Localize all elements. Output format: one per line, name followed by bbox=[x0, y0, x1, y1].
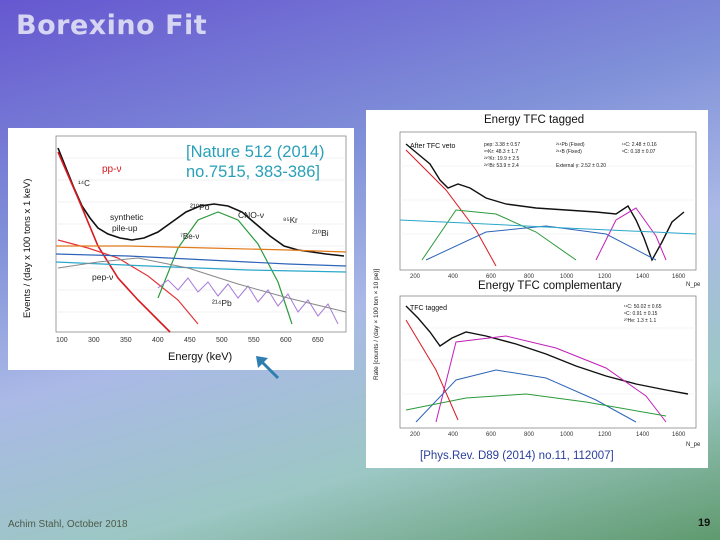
pep-curve bbox=[55, 261, 347, 273]
top-x-unit: N_pe bbox=[686, 282, 701, 288]
legend-entry: ²¹⁰Kr: 19.9 ± 2.5 bbox=[484, 156, 520, 162]
be7-curve bbox=[55, 253, 347, 267]
top-cyan bbox=[399, 219, 697, 235]
legend-entry: External γ: 2.52 ± 0.20 bbox=[556, 163, 606, 169]
top-legend-label: After TFC veto bbox=[410, 143, 455, 150]
label-bi210: ²¹⁰Bi bbox=[312, 228, 329, 238]
x-tick: 400 bbox=[448, 274, 459, 280]
legend-entry: ⁸⁵Kr: 48.3 ± 1.7 bbox=[484, 149, 518, 155]
pb214-curve bbox=[157, 277, 339, 325]
x-tick: 100 bbox=[56, 337, 68, 344]
label-cno: CNO-ν bbox=[238, 210, 264, 220]
top-magenta bbox=[595, 207, 667, 261]
x-tick: 200 bbox=[410, 432, 421, 438]
legend-entry: ²⁰He: 1.3 ± 1.1 bbox=[624, 318, 656, 324]
top-plot-title: Energy TFC tagged bbox=[484, 114, 585, 126]
legend-entry: pep: 3.38 ± 0.57 bbox=[484, 142, 520, 148]
x-tick: 1600 bbox=[672, 432, 686, 438]
x-tick: 600 bbox=[486, 432, 497, 438]
arrow-icon bbox=[256, 356, 280, 380]
bottom-x-ticks: 200 400 600 800 1000 1200 1400 1600 bbox=[410, 432, 686, 438]
bottom-green bbox=[405, 393, 667, 417]
bottom-magenta bbox=[435, 335, 667, 423]
tfc-spectrum-plots: After TFC veto pep: 3.38 ± 0.57 ⁸⁵Kr: 48… bbox=[373, 131, 701, 448]
top-green bbox=[421, 209, 577, 261]
label-pb214: ²¹⁴Pb bbox=[212, 298, 232, 308]
x-tick: 1400 bbox=[636, 432, 650, 438]
x-tick: 800 bbox=[524, 274, 535, 280]
data-spectrum bbox=[57, 147, 345, 257]
physrev-citation: [Phys.Rev. D89 (2014) no.11, 112007] bbox=[420, 450, 614, 462]
x-tick: 1200 bbox=[598, 274, 612, 280]
bottom-legend-label: TFC tagged bbox=[410, 305, 447, 312]
label-po210: ²¹⁰Po bbox=[190, 202, 210, 212]
x-tick: 400 bbox=[448, 432, 459, 438]
bottom-data-spectrum bbox=[405, 305, 689, 395]
right-y-axis-label: Rate [counts / (day × 100 ton × 10 pe)] bbox=[373, 269, 380, 380]
x-tick: 800 bbox=[524, 432, 535, 438]
legend-entry: ¹¹C: 50.02 ± 0.65 bbox=[624, 304, 662, 310]
x-tick: 600 bbox=[486, 274, 497, 280]
x-tick: 350 bbox=[120, 337, 132, 344]
left-plot-panel: pp-ν ¹⁴C synthetic pile-up ²¹⁰Po CNO-ν ⁸… bbox=[8, 128, 354, 370]
legend-entry: ⁶C: 0.18 ± 0.07 bbox=[622, 149, 656, 155]
x-tick: 1400 bbox=[636, 274, 650, 280]
legend-entry: ²¹⁰Bi: 53.9 ± 2.4 bbox=[484, 163, 519, 169]
pileup-curve bbox=[57, 257, 347, 313]
label-pileup-1: synthetic bbox=[110, 212, 144, 222]
x-tick: 550 bbox=[248, 337, 260, 344]
x-tick: 1000 bbox=[560, 274, 574, 280]
top-x-ticks: 200 400 600 800 1000 1200 1400 1600 bbox=[410, 274, 686, 280]
x-tick: 400 bbox=[152, 337, 164, 344]
nature-citation-line2: no.7515, 383-386] bbox=[186, 163, 320, 181]
footer-author-date: Achim Stahl, October 2018 bbox=[8, 519, 128, 530]
y-axis-label: Events / (day x 100 tons x 1 keV) bbox=[22, 179, 33, 318]
c14-curve bbox=[57, 151, 171, 333]
label-be7: ⁷Be-ν bbox=[180, 232, 199, 241]
x-tick: 450 bbox=[184, 337, 196, 344]
label-kr85: ⁸⁵Kr bbox=[283, 216, 298, 225]
cno-curve bbox=[56, 245, 347, 253]
x-axis-label: Energy (keV) bbox=[168, 351, 232, 363]
label-pep: pep-ν bbox=[92, 272, 113, 282]
x-tick: 1600 bbox=[672, 274, 686, 280]
x-tick: 200 bbox=[410, 274, 421, 280]
label-c14: ¹⁴C bbox=[78, 179, 90, 188]
x-tick: 1000 bbox=[560, 432, 574, 438]
x-tick: 650 bbox=[312, 337, 324, 344]
legend-entry: ²¹⁴B (Fixed) bbox=[556, 149, 582, 155]
bottom-plot-title: Energy TFC complementary bbox=[478, 280, 622, 292]
x-tick: 500 bbox=[216, 337, 228, 344]
po210-curve bbox=[157, 211, 293, 325]
legend-entry: ²¹⁴Pb (Fixed) bbox=[556, 142, 585, 148]
x-tick: 600 bbox=[280, 337, 292, 344]
bottom-blue bbox=[415, 369, 637, 423]
legend-entry: ¹¹C: 2.48 ± 0.16 bbox=[622, 142, 657, 148]
x-tick: 1200 bbox=[598, 432, 612, 438]
pp-curve bbox=[57, 239, 199, 325]
right-plot-panel: Energy TFC tagged Energy TFC complementa… bbox=[366, 110, 708, 468]
label-pileup-2: pile-up bbox=[112, 223, 138, 233]
legend-entry: ⁶C: 0.91 ± 0.15 bbox=[624, 311, 658, 317]
x-tick-labels: 100 300 350 400 450 500 550 600 650 bbox=[56, 337, 324, 344]
bottom-red bbox=[405, 319, 459, 421]
top-blue bbox=[425, 225, 657, 261]
page-number: 19 bbox=[698, 517, 711, 529]
nature-citation-line1: [Nature 512 (2014) bbox=[186, 143, 325, 161]
top-data-spectrum bbox=[405, 143, 685, 262]
label-pp: pp-ν bbox=[102, 164, 121, 175]
bottom-legend: ¹¹C: 50.02 ± 0.65 ⁶C: 0.91 ± 0.15 ²⁰He: … bbox=[624, 304, 662, 324]
borexino-spectrum-plot: pp-ν ¹⁴C synthetic pile-up ²¹⁰Po CNO-ν ⁸… bbox=[22, 135, 347, 363]
slide-title: Borexino Fit bbox=[16, 10, 208, 41]
nature-citation: [Nature 512 (2014) no.7515, 383-386] bbox=[186, 142, 325, 182]
bottom-x-unit: N_pe bbox=[686, 442, 701, 448]
x-tick: 300 bbox=[88, 337, 100, 344]
top-legend: pep: 3.38 ± 0.57 ⁸⁵Kr: 48.3 ± 1.7 ²¹⁰Kr:… bbox=[484, 142, 657, 169]
